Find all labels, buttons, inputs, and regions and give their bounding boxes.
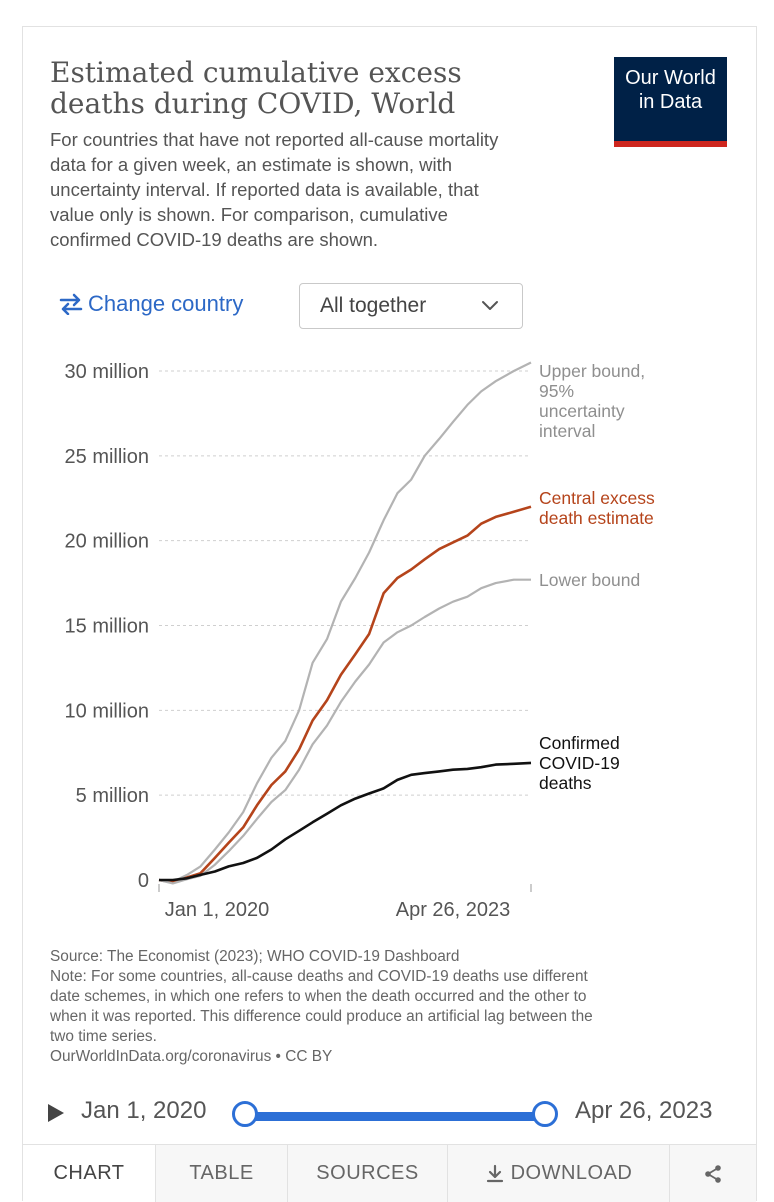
owid-logo[interactable]: Our World in Data [614, 57, 727, 147]
y-tick-label: 10 million [65, 700, 149, 722]
subtitle-line: data for a given week, an estimate is sh… [50, 154, 453, 175]
tab-download[interactable]: DOWNLOAD [448, 1145, 670, 1202]
share-button[interactable] [670, 1145, 756, 1202]
change-country-button[interactable]: Change country [58, 291, 243, 317]
note-line: when it was reported. This difference co… [50, 1008, 593, 1025]
series-label: death estimate [539, 508, 654, 528]
timeline-start-handle[interactable] [232, 1101, 258, 1127]
tab-label: DOWNLOAD [510, 1162, 633, 1184]
timeline-end-handle[interactable] [532, 1101, 558, 1127]
chevron-down-icon [482, 301, 498, 310]
play-icon[interactable] [47, 1103, 65, 1123]
series-label: Confirmed [539, 733, 620, 753]
subtitle-line: value only is shown. For comparison, cum… [50, 204, 448, 225]
series-label: 95% [539, 381, 574, 401]
note-line: Note: For some countries, all-cause deat… [50, 968, 588, 985]
title-line: deaths during COVID, World [50, 87, 456, 120]
download-icon [486, 1164, 503, 1182]
title-line: Estimated cumulative excess [50, 56, 462, 89]
y-tick-label: 20 million [65, 531, 149, 553]
tab-label: CHART [53, 1162, 125, 1184]
view-mode-select[interactable]: All together [299, 283, 523, 329]
bottom-tabs: CHART TABLE SOURCES DOWNLOAD [23, 1144, 756, 1202]
timeline-start-label: Jan 1, 2020 [81, 1097, 207, 1124]
tab-table[interactable]: TABLE [156, 1145, 288, 1202]
series-line [158, 505, 532, 884]
x-tick-label: Apr 26, 2023 [396, 899, 511, 921]
series-label: uncertainty [539, 401, 625, 421]
select-value: All together [320, 294, 427, 317]
y-tick-label: 0 [138, 870, 149, 892]
chart-title: Estimated cumulative excess deaths durin… [50, 57, 590, 119]
y-tick-label: 5 million [76, 785, 149, 807]
share-icon [705, 1164, 721, 1183]
chart-subtitle: For countries that have not reported all… [50, 127, 610, 252]
series-label: Central excess [539, 488, 655, 508]
tab-chart[interactable]: CHART [23, 1145, 156, 1202]
source-line: Source: The Economist (2023); WHO COVID-… [50, 948, 460, 965]
change-country-label: Change country [88, 291, 244, 316]
logo-line: Our World [625, 67, 716, 89]
source-note: Source: The Economist (2023); WHO COVID-… [50, 947, 730, 1067]
tab-sources[interactable]: SOURCES [288, 1145, 448, 1202]
tab-label: TABLE [189, 1162, 254, 1184]
series-label: Upper bound, [539, 361, 645, 381]
timeline-track[interactable] [245, 1112, 545, 1121]
chart-card: Estimated cumulative excess deaths durin… [22, 26, 757, 1202]
subtitle-line: uncertainty interval. If reported data i… [50, 179, 479, 200]
timeline-end-label: Apr 26, 2023 [575, 1097, 713, 1124]
note-line: date schemes, in which one refers to whe… [50, 988, 587, 1005]
note-line: two time series. [50, 1028, 157, 1045]
license-line: OurWorldInData.org/coronavirus • CC BY [50, 1048, 333, 1065]
logo-line: in Data [638, 91, 703, 113]
y-tick-label: 25 million [65, 446, 149, 468]
line-chart: 0 5 million 10 million 15 million 20 million… [65, 361, 655, 921]
timeline: Jan 1, 2020 Apr 26, 2023 [23, 1095, 756, 1135]
subtitle-line: For countries that have not reported all… [50, 129, 499, 150]
x-tick-label: Jan 1, 2020 [165, 899, 270, 921]
series-line [158, 361, 532, 883]
swap-arrows-icon [59, 293, 83, 315]
y-tick-label: 15 million [65, 616, 149, 638]
y-tick-label: 30 million [65, 361, 149, 383]
series-line [159, 761, 532, 882]
series-label: interval [539, 421, 595, 441]
tab-label: SOURCES [316, 1162, 419, 1184]
series-label: Lower bound [539, 570, 640, 590]
series-line [158, 578, 531, 885]
series-label: COVID-19 [539, 753, 620, 773]
series-label: deaths [539, 773, 592, 793]
subtitle-line: confirmed COVID-19 deaths are shown. [50, 229, 379, 250]
